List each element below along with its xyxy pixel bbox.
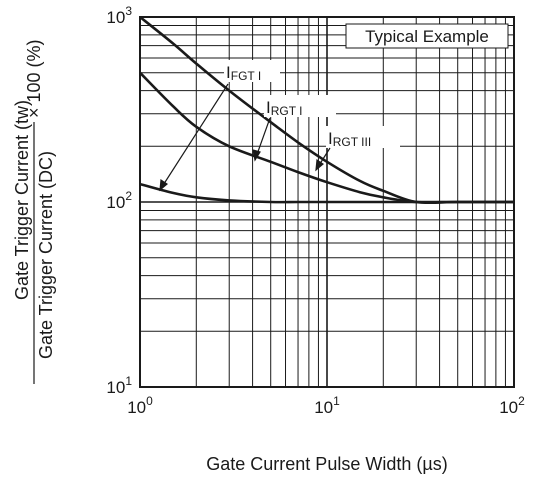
leader-arrow-ifgt1 [159, 178, 168, 192]
leader-lines [159, 83, 331, 192]
leader-arrow-irgt3 [315, 158, 324, 172]
y-axis-label: Gate Trigger Current (tw) Gate Trigger C… [12, 39, 56, 384]
leader-arrow-irgt1 [252, 149, 261, 162]
annotation-box [345, 23, 509, 49]
series-label-main: I [226, 63, 231, 82]
tick-label: 102 [106, 189, 132, 212]
x-axis-label: Gate Current Pulse Width (µs) [206, 454, 447, 474]
y-axis-numerator: Gate Trigger Current (tw) [12, 100, 32, 300]
series-label-sub: RGT I [271, 104, 303, 118]
tick-label: 101 [106, 374, 132, 397]
series-label-sub: RGT III [333, 135, 371, 149]
y-denominator-text: Gate Trigger Current [36, 194, 56, 359]
y-numerator-text: Gate Trigger Current [12, 135, 32, 300]
annotation: Typical Example [345, 23, 509, 49]
series-label-sub: FGT I [231, 69, 261, 83]
tick-label: 100 [127, 394, 153, 417]
series-label-ifgt1: IFGT I [226, 63, 261, 83]
series-labels: IFGT I IRGT I IRGT III [224, 60, 400, 149]
series-label-main: I [328, 129, 333, 148]
tick-label: 103 [106, 4, 132, 27]
y-denominator-suffix: (DC) [36, 151, 56, 189]
series-label-irgt1: IRGT I [266, 98, 303, 118]
series-label-irgt3: IRGT III [328, 129, 371, 149]
annotation-text: Typical Example [365, 27, 489, 46]
leader-line-ifgt1 [159, 83, 229, 191]
tick-label: 102 [499, 394, 525, 417]
y-numerator-suffix: (tw) [12, 100, 32, 130]
tick-label: 101 [314, 394, 340, 417]
series-label-main: I [266, 98, 271, 117]
series-group [139, 15, 514, 205]
series-line-2 [139, 182, 514, 204]
y-axis-denominator: Gate Trigger Current (DC) [36, 151, 56, 359]
y-axis-multiplier: × 100 (%) [24, 39, 44, 118]
